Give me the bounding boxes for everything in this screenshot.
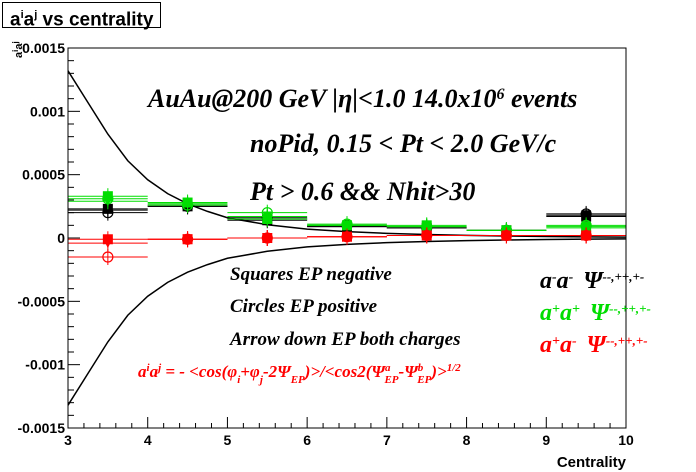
x-tick-label: 3: [64, 432, 72, 448]
point-arrow-aplus-aminus: [501, 230, 512, 241]
x-tick-label: 8: [463, 432, 471, 448]
legend-item-aplus-aplus: a+a+ Ψ--,++,+-: [540, 300, 651, 326]
point-arrow-aplus-aminus: [102, 238, 113, 249]
note-squares: Squares EP negative: [230, 264, 392, 285]
legend-item-aminus-aminus: a-a- Ψ--,++,+-: [540, 268, 644, 294]
x-axis-label: Centrality: [557, 454, 627, 471]
y-tick-label: -0.0005: [18, 293, 66, 309]
point-arrow-aplus-aminus: [262, 233, 273, 243]
x-tick-label: 10: [618, 432, 634, 448]
y-axis-label: aiaj: [11, 41, 26, 58]
y-tick-label: 0.0015: [22, 40, 65, 56]
point-arrow-aminus-aminus: [581, 210, 592, 221]
annotation-line2: noPid, 0.15 < Pt < 2.0 GeV/c: [250, 129, 557, 158]
point-arrow-aplus-aplus: [581, 221, 592, 232]
annotation-line3: Pt > 0.6 && Nhit>30: [249, 177, 475, 206]
point-arrow-aplus-aminus: [421, 230, 432, 241]
point-arrow-aplus-aplus: [182, 198, 193, 209]
legend: a-a- Ψ--,++,+- a+a+ Ψ--,++,+- a+a- Ψ--,++,+…: [540, 268, 651, 358]
y-tick-label: -0.0015: [18, 420, 66, 436]
x-tick-label: 9: [542, 432, 550, 448]
x-tick-label: 4: [144, 432, 152, 448]
y-tick-label: 0: [57, 230, 65, 246]
point-arrow-aplus-aplus: [102, 196, 113, 207]
point-square-aplus-aplus: [102, 191, 113, 202]
x-tick-label: 6: [303, 432, 311, 448]
point-arrow-aplus-aplus: [262, 211, 273, 222]
point-arrow-aplus-aplus: [342, 220, 352, 231]
point-arrow-aplus-aminus: [182, 234, 193, 245]
point-circle-aplus-aminus: [102, 251, 114, 263]
legend-item-aplus-aminus: a+a- Ψ--,++,+-: [540, 332, 648, 358]
y-tick-label: 0.0005: [22, 167, 65, 183]
note-arrows: Arrow down EP both charges: [229, 329, 461, 350]
note-circles: Circles EP positive: [230, 296, 378, 317]
points-layer: [68, 188, 626, 265]
point-arrow-aminus-aminus: [102, 205, 113, 216]
chart-title: aiaj vs centrality: [2, 2, 162, 30]
annotation-line1: AuAu@200 GeV |η|<1.0 14.0x106 events: [146, 84, 577, 113]
point-arrow-aplus-aminus: [581, 230, 592, 241]
y-tick-label: 0.001: [30, 103, 65, 119]
point-arrow-aplus-aplus: [421, 221, 432, 232]
y-tick-label: -0.001: [25, 357, 65, 373]
formula: aiaj = - <cos(φi+φj-2ΨEP)>/<cos2(Ψa EP-Ψb…: [138, 362, 461, 386]
x-tick-label: 5: [224, 432, 232, 448]
axes-layer: 3 4 5 6 7 8 9 10 -0.0015 -0.001 -0.0005 0 0.0005 0.00…: [18, 40, 634, 448]
point-arrow-aplus-aminus: [342, 231, 352, 242]
x-tick-label: 7: [383, 432, 391, 448]
